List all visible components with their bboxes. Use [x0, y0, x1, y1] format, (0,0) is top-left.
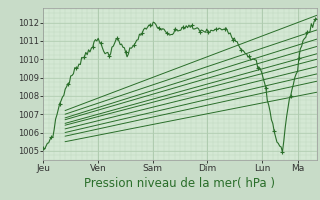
- X-axis label: Pression niveau de la mer( hPa ): Pression niveau de la mer( hPa ): [84, 177, 276, 190]
